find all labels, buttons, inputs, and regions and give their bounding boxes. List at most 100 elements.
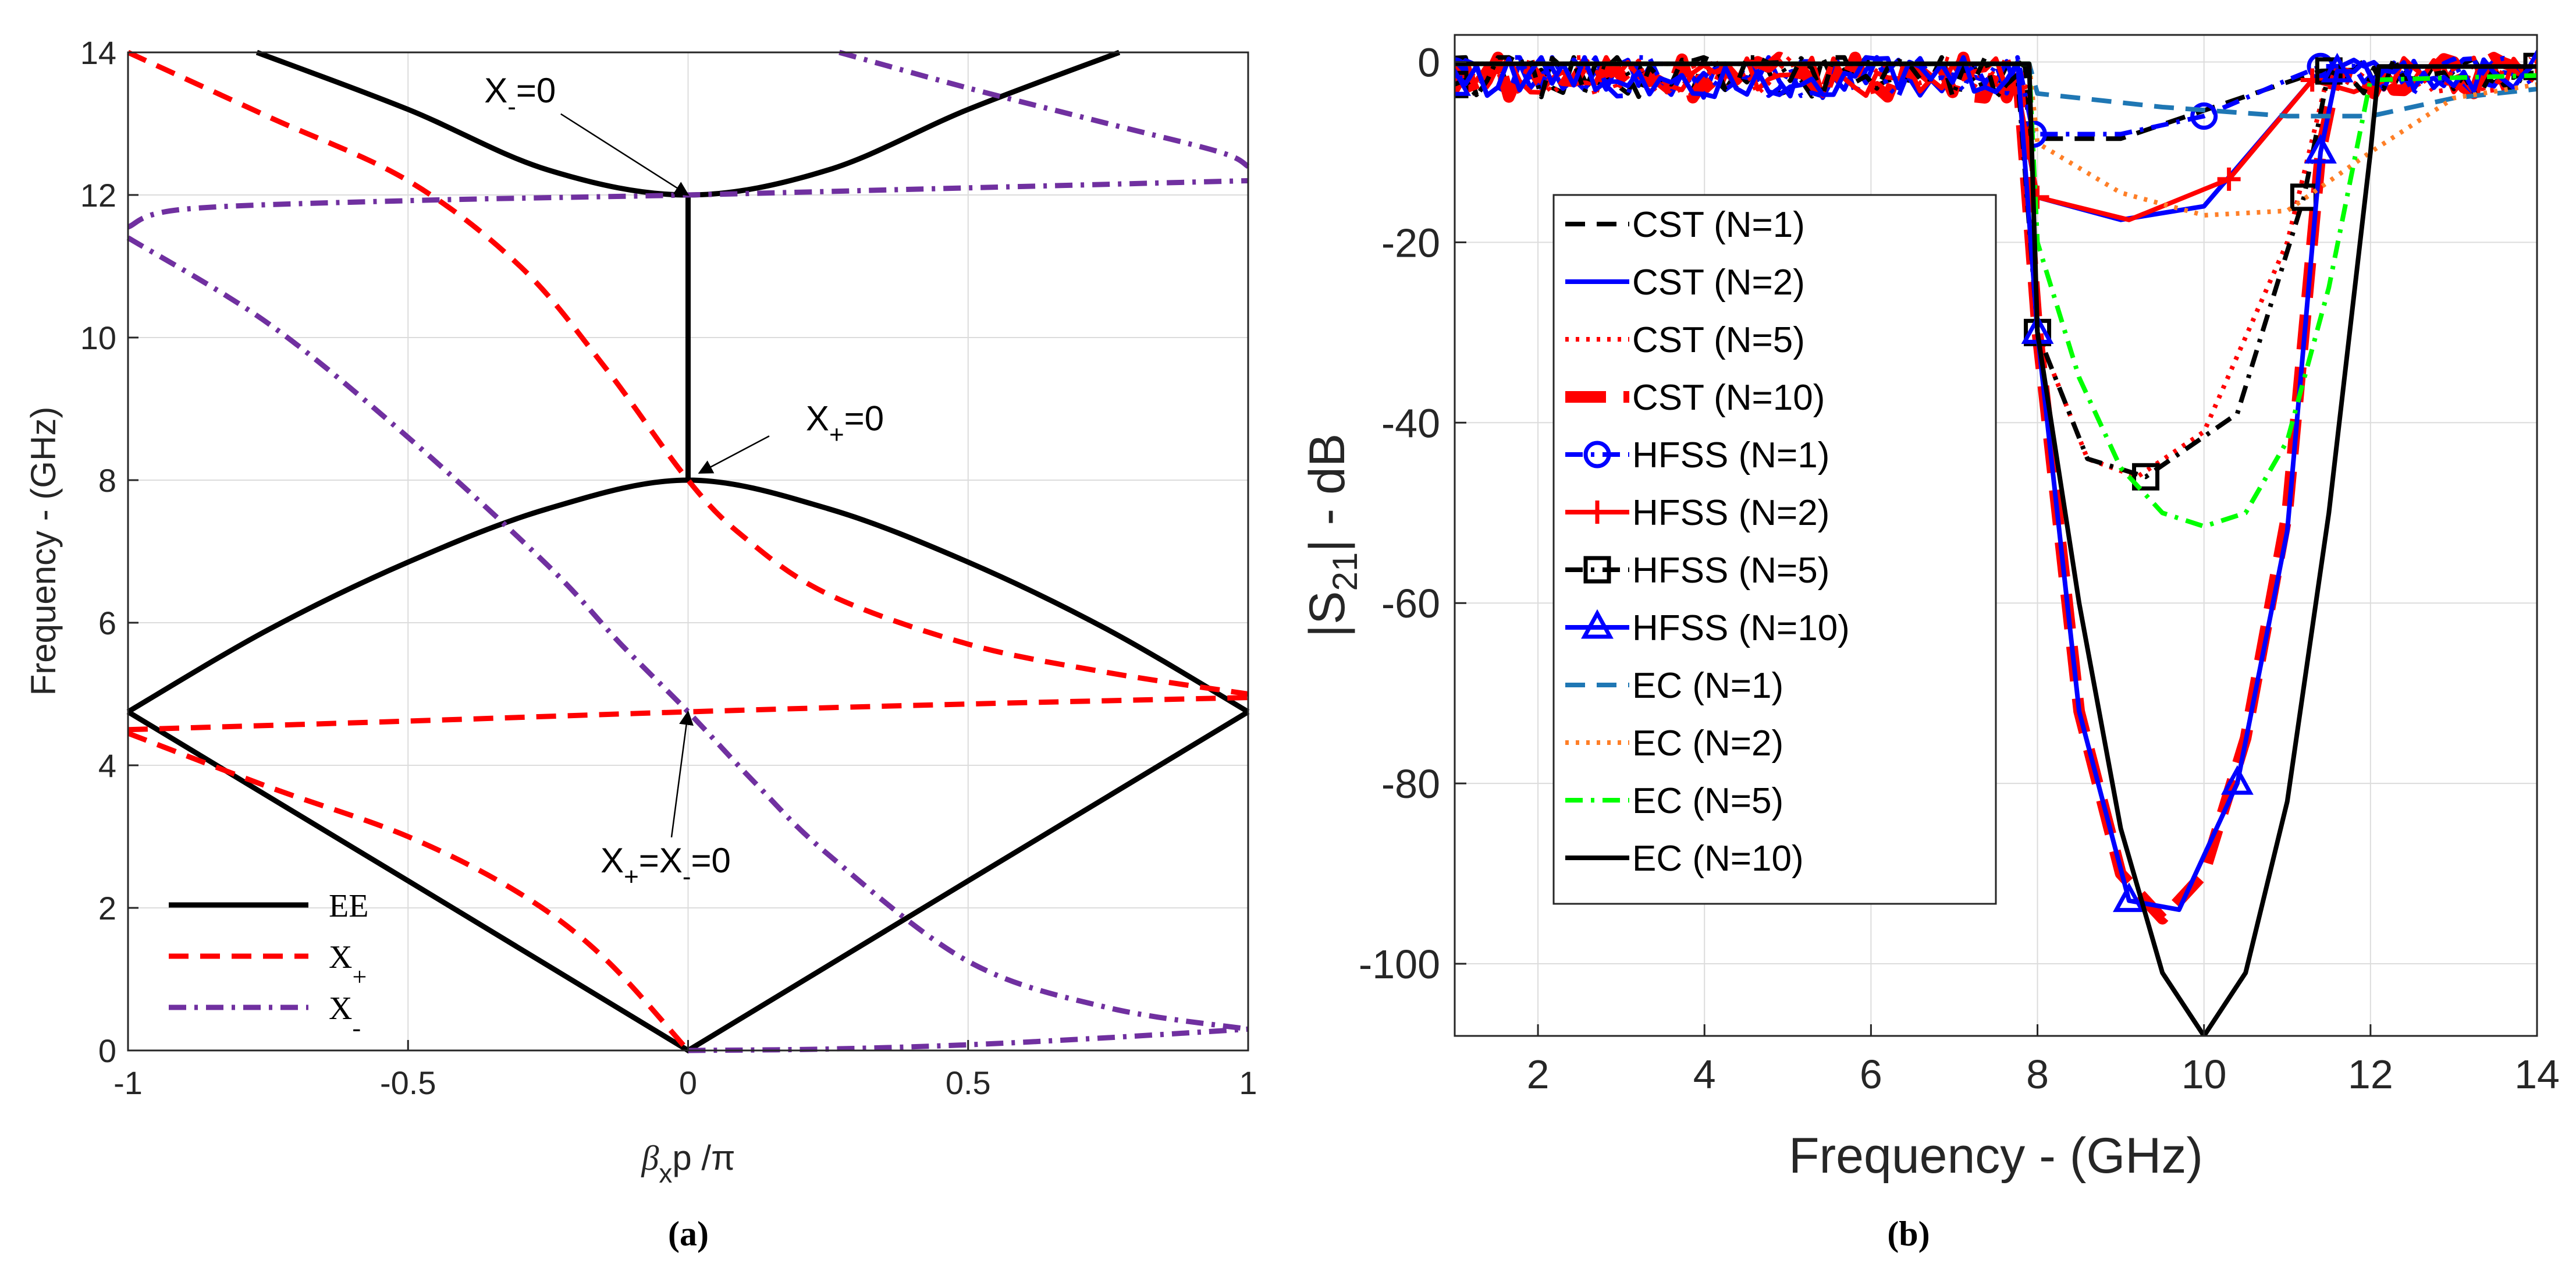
panel-b-ytick-label: -100 — [1359, 942, 1440, 987]
panel-b-caption: (b) — [1887, 1215, 1930, 1253]
panel-b-xtick-label: 2 — [1527, 1052, 1550, 1097]
panel-b-legend-label-9: EC (N=2) — [1632, 723, 1783, 764]
panel-b-marker-7 — [2304, 134, 2337, 164]
panel-a-ytick-label: 12 — [80, 177, 116, 214]
panel-b-marker-5 — [2217, 167, 2241, 191]
panel-a-annotation-text: X — [601, 841, 624, 880]
panel-b-xtick-label: 8 — [2026, 1052, 2049, 1097]
panel-b-legend-marker-4 — [1583, 441, 1611, 468]
panel-b-legend-label-4: HFSS (N=1) — [1632, 435, 1829, 475]
panel-b-series-7 — [1455, 55, 2535, 913]
panel-a-annotation-sub: + — [624, 862, 639, 891]
panel-b-series-5 — [1455, 55, 2535, 222]
panel-b-legend-box — [1552, 194, 1997, 905]
panel-b-legend-marker-6 — [1583, 556, 1611, 584]
panel-a-annotation-2: X+=X-=0 — [601, 841, 731, 891]
panel-b-ylabel-part1: |S — [1299, 591, 1355, 638]
panel-a-annotation-arrow — [698, 435, 770, 474]
panel-b-xtick-label: 12 — [2348, 1052, 2393, 1097]
panel-a-ylabel: Frequency - (GHz) — [24, 407, 63, 696]
panel-a-annotation-tail: =0 — [844, 399, 884, 438]
panel-b-legend-label-5: HFSS (N=2) — [1632, 493, 1829, 533]
panel-a-series-1-seg-0 — [127, 49, 1249, 697]
panel-a-xtick-label: 0.5 — [946, 1064, 991, 1101]
panel-b-ytick-label: -60 — [1381, 581, 1440, 626]
panel-b-marker-6 — [2132, 463, 2160, 491]
panel-b-series-11 — [1455, 61, 2537, 1036]
panel-b-marker-7 — [2221, 765, 2254, 795]
panel-b-legend: CST (N=1) CST (N=2) CST (N=5) CST (N=10) HFS… — [1552, 194, 1997, 905]
panel-b-series — [1455, 48, 2537, 1036]
panel-a-annotation-text: X — [806, 399, 829, 438]
panel-a-xtick-label: -0.5 — [380, 1064, 436, 1101]
panel-a-annotation-sub: - — [507, 93, 516, 121]
panel-b-legend-label-6: HFSS (N=5) — [1632, 551, 1829, 591]
panel-a-xtick-label: 0 — [679, 1064, 697, 1101]
panel-b-legend-label-0: CST (N=1) — [1632, 205, 1805, 245]
panel-a-ytick-label: 6 — [98, 605, 116, 641]
panel-b-ylabel-sub: 21 — [1326, 552, 1365, 591]
panel-b-xtick-label: 10 — [2181, 1052, 2227, 1097]
panel-b-legend-label-1: CST (N=2) — [1632, 262, 1805, 303]
panel-a-annotation-arrow — [560, 113, 690, 196]
panel-a-series-1-seg-2 — [127, 730, 690, 1053]
panel-a-ytick-label: 4 — [98, 747, 116, 784]
panel-a-legend-label-2: X- — [329, 991, 361, 1042]
panel-b-legend-label-3: CST (N=10) — [1632, 378, 1825, 418]
panel-a-xtick-label: 1 — [1239, 1064, 1257, 1101]
panel-a-annotation-mid: =X — [639, 841, 683, 880]
panel-a-series-2-seg-1 — [127, 178, 1249, 230]
panel-b-xtick-label: 6 — [1860, 1052, 1882, 1097]
panel-b-legend-marker-5 — [1586, 500, 1609, 524]
panel-b-marker-7 — [2321, 52, 2354, 83]
panel-b-ytick-label: -40 — [1381, 400, 1440, 446]
panel-a-caption: (a) — [668, 1215, 709, 1253]
panel-b-legend-label-2: CST (N=5) — [1632, 320, 1805, 360]
panel-a-annotation-sub2: - — [683, 862, 691, 891]
panel-a-xlabel: βxp /π — [641, 1138, 736, 1188]
panel-a-ytick-label: 8 — [98, 462, 116, 499]
panel-a-xlabel-rest: p /π — [672, 1138, 735, 1177]
panel-a-legend-label-1: X+ — [329, 939, 367, 991]
panel-a-xlabel-beta: β — [641, 1139, 659, 1177]
panel-b-legend-label-10: EC (N=5) — [1632, 781, 1783, 821]
panel-a-legend-label-0: EE — [329, 888, 368, 924]
panel-b-xtick-label: 4 — [1693, 1052, 1716, 1097]
panel-a-annotation-sub: + — [829, 420, 844, 449]
panel-b-legend-label-7: HFSS (N=10) — [1632, 608, 1850, 648]
panel-b-legend-marker-7 — [1581, 609, 1614, 639]
panel-b-frame — [1454, 34, 2538, 1037]
panel-a-series-2-seg-2 — [126, 235, 1249, 1032]
panel-b-ytick-label: -20 — [1381, 220, 1440, 265]
panel-b-series-6 — [1455, 55, 2534, 480]
panel-a-ytick-label: 0 — [98, 1032, 116, 1069]
panel-b-xtick-label: 14 — [2514, 1052, 2560, 1097]
panel-a-xtick-label: -1 — [113, 1064, 143, 1101]
panel-a-annotation-arrow — [670, 710, 694, 837]
panel-b-ytick-label: 0 — [1417, 40, 1440, 85]
panel-b-xlabel: Frequency - (GHz) — [1789, 1128, 2203, 1184]
panel-b-ylabel-part2: | - dB — [1299, 434, 1355, 552]
panel-a-annotation-1: X+=0 — [806, 399, 884, 449]
panel-b-marker-7 — [1455, 66, 1471, 96]
panel-a-ytick-label: 10 — [80, 320, 116, 356]
panel-b-chart: 2 4 6 8 10 12 140-20-40-60-80-100 CST (N=1)CST… — [1299, 34, 2560, 1253]
panel-a-annotation-0: X-=0 — [484, 71, 556, 121]
panel-a-annotation-tail: =0 — [691, 841, 731, 880]
panel-b-series-group — [1455, 48, 2537, 1036]
panel-a-legend: EE X+X- — [169, 888, 368, 1042]
panel-b-marker-4 — [2190, 102, 2218, 130]
panel-a-annotation-text: X — [484, 71, 507, 110]
panel-a-annotations: X-=0X+=0X+=X-=0 — [484, 71, 884, 891]
panel-b-ylabel: |S21| - dB — [1299, 434, 1365, 637]
panel-a-ytick-label: 2 — [98, 890, 116, 927]
panel-a-xlabel-sub: x — [659, 1158, 672, 1188]
panel-b-tick-labels: 2 4 6 8 10 12 14 0 -20 -40 -60 -80 -100 — [1359, 40, 2560, 1097]
panel-b-legend-label-11: EC (N=10) — [1632, 839, 1804, 879]
panel-b-ytick-label: -80 — [1381, 761, 1440, 807]
panel-b-marker-7 — [2113, 882, 2145, 913]
panel-a-ytick-label: 14 — [80, 34, 116, 71]
